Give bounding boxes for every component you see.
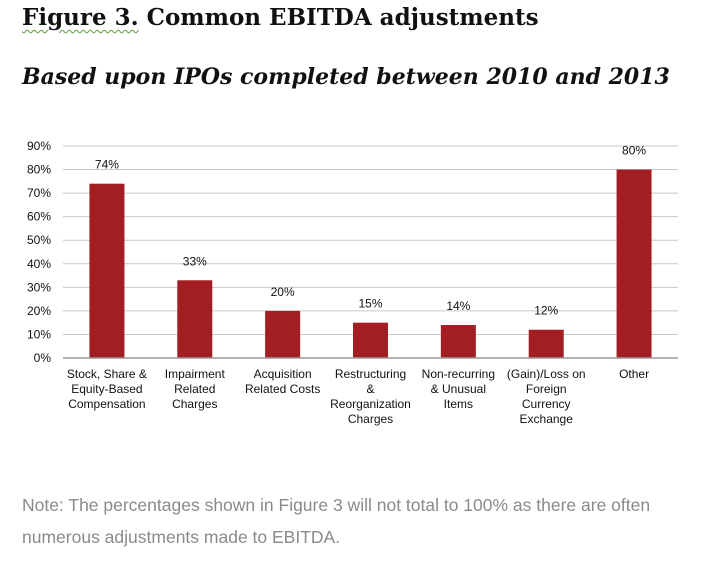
category-label: Impairment Related Charges <box>165 367 226 411</box>
data-label: 33% <box>183 254 207 268</box>
category-label-line: Related Costs <box>245 382 320 396</box>
bar <box>616 169 652 358</box>
bar <box>353 322 388 358</box>
figure-subtitle: Based upon IPOs completed between 2010 a… <box>22 64 670 90</box>
category-label-line: Items <box>444 397 473 411</box>
y-tick-label: 60% <box>27 210 51 224</box>
bars <box>89 169 652 358</box>
figure-title: Figure 3. Common EBITDA adjustments <box>22 4 539 31</box>
category-label: Stock, Share & Equity-Based Compensation <box>67 367 147 411</box>
gridlines <box>63 145 678 335</box>
bar-chart: 0% 10% 20% 30% 40% 50% 60% 70% 80% 90% 74% 33% 20% 1… <box>27 139 678 426</box>
category-label-line: Charges <box>348 412 393 426</box>
category-label: (Gain)/Loss on Foreign Currency Exchange <box>507 367 586 426</box>
category-label-line: Related <box>174 382 215 396</box>
data-label: 14% <box>446 299 470 313</box>
bar <box>528 329 564 358</box>
y-tick-label: 30% <box>27 280 51 294</box>
category-label-line: (Gain)/Loss on <box>507 367 586 381</box>
category-label-line: Stock, Share & <box>67 367 147 381</box>
data-label: 15% <box>358 297 382 311</box>
y-tick-label: 90% <box>27 139 51 153</box>
y-axis-ticks: 0% 10% 20% 30% 40% 50% 60% 70% 80% 90% <box>27 139 51 365</box>
x-axis-labels: Stock, Share & Equity-Based Compensation Im… <box>67 367 649 426</box>
figure-number: Figure 3. <box>22 4 139 31</box>
y-tick-label: 10% <box>27 327 51 341</box>
data-label: 74% <box>95 158 119 172</box>
category-label: Other <box>619 367 649 381</box>
category-label-line: Foreign <box>526 382 567 396</box>
category-label-line: Reorganization <box>330 397 411 411</box>
category-label-line: Restructuring <box>335 367 406 381</box>
category-label-line: Impairment <box>165 367 226 381</box>
y-tick-label: 80% <box>27 163 51 177</box>
category-label: Non-recurring & Unusual Items <box>422 367 495 411</box>
category-label-line: Acquisition <box>254 367 312 381</box>
category-label-line: Other <box>619 367 649 381</box>
category-label: Restructuring & Reorganization Charges <box>330 367 411 426</box>
y-tick-label: 70% <box>27 186 51 200</box>
data-label: 20% <box>271 285 295 299</box>
data-labels: 74% 33% 20% 15% 14% 12% 80% <box>95 144 646 318</box>
bar <box>89 183 125 358</box>
category-label-line: Charges <box>172 397 217 411</box>
data-label: 80% <box>622 144 646 158</box>
category-label-line: Non-recurring <box>422 367 495 381</box>
category-label-line: & <box>366 382 374 396</box>
y-tick-label: 40% <box>27 257 51 271</box>
category-label: Acquisition Related Costs <box>245 367 320 396</box>
footnote: Note: The percentages shown in Figure 3 … <box>22 495 651 547</box>
y-tick-label: 20% <box>27 304 51 318</box>
figure-title-text: Common EBITDA adjustments <box>138 4 539 31</box>
y-tick-label: 0% <box>34 351 52 365</box>
category-label-line: Compensation <box>68 397 145 411</box>
data-label: 12% <box>534 304 558 318</box>
bar <box>177 280 213 358</box>
category-label-line: & Unusual <box>431 382 486 396</box>
bar <box>440 325 476 358</box>
category-label-line: Equity-Based <box>71 382 142 396</box>
y-tick-label: 50% <box>27 233 51 247</box>
bar <box>265 310 301 358</box>
category-label-line: Currency <box>522 397 571 411</box>
category-label-line: Exchange <box>520 412 574 426</box>
